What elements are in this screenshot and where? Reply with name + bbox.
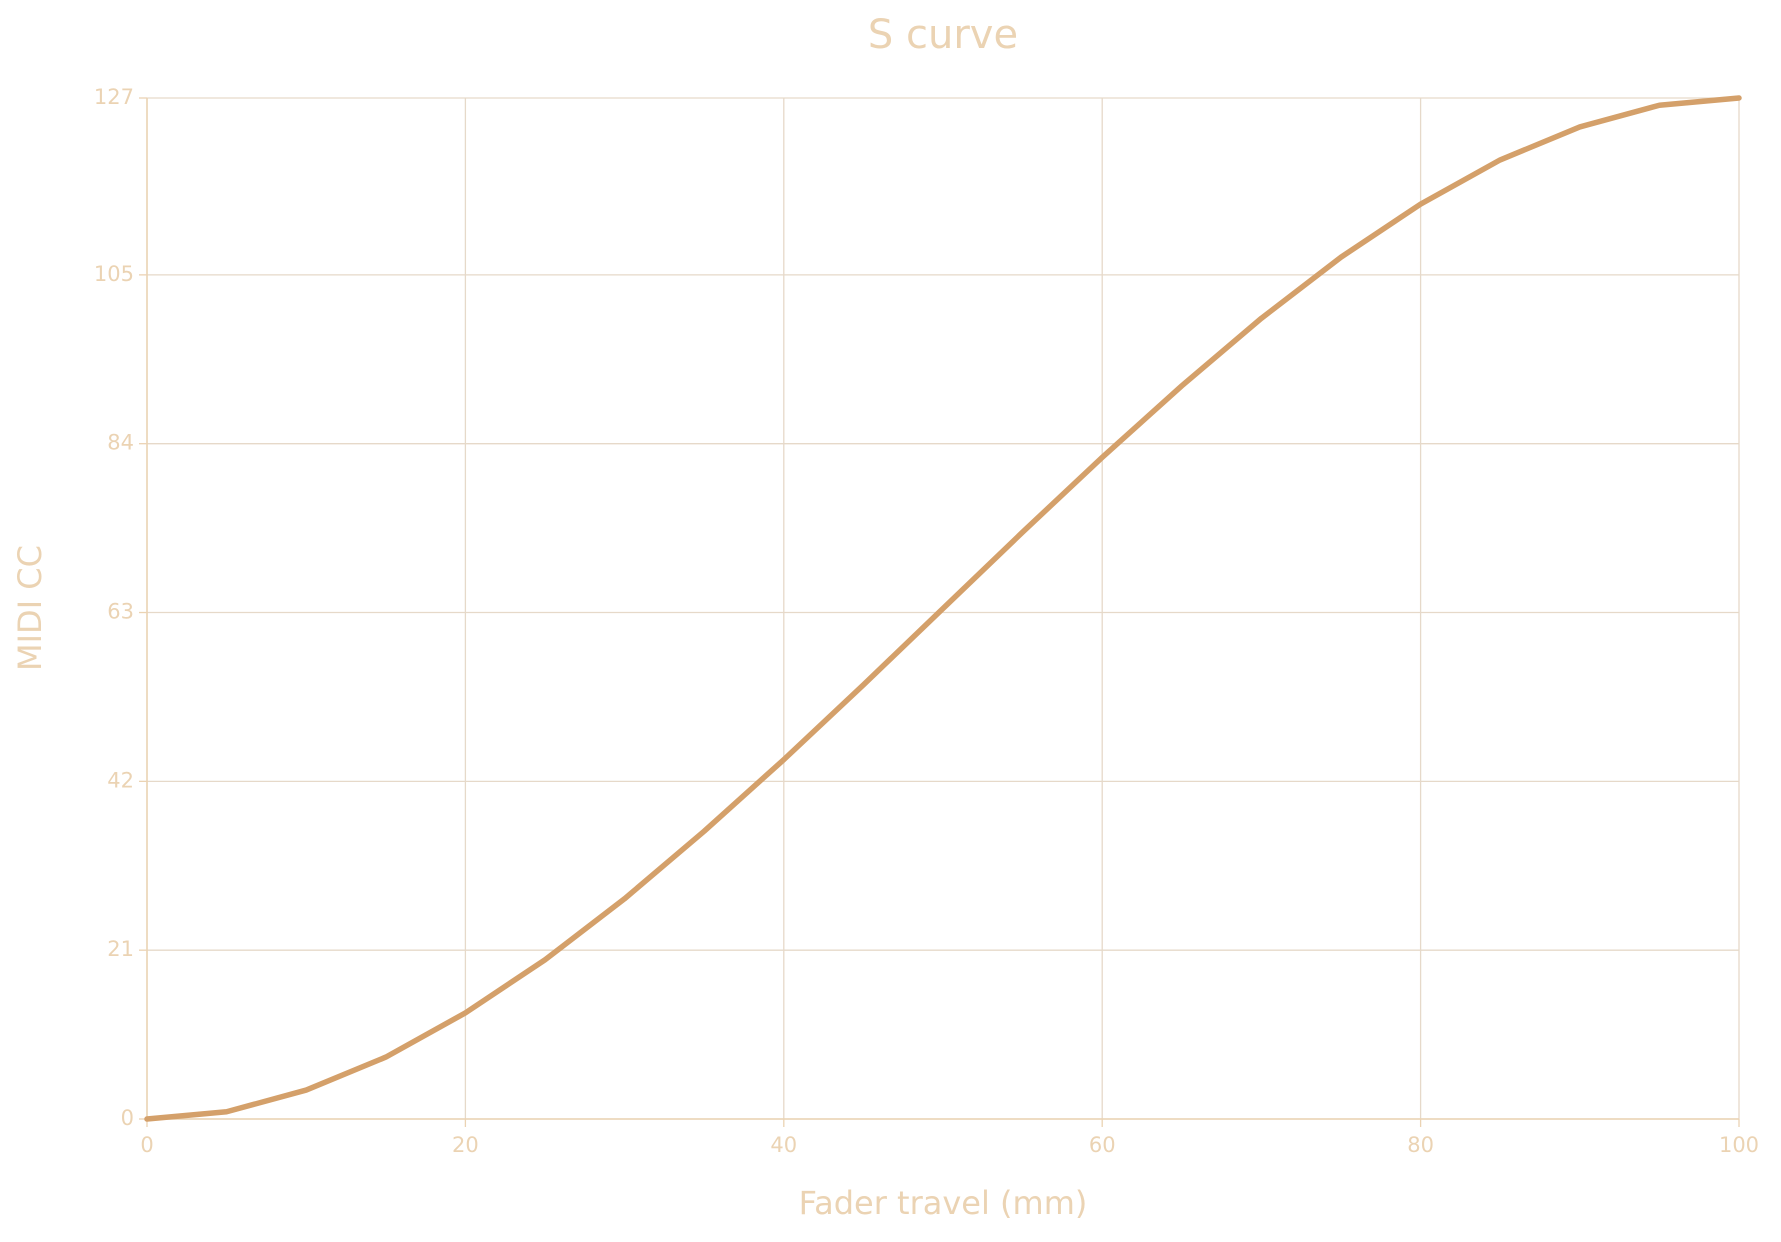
y-tick-label: 42 — [107, 768, 134, 792]
x-tick-label: 20 — [452, 1133, 479, 1157]
x-tick-label: 0 — [140, 1133, 153, 1157]
y-tick-label: 0 — [121, 1106, 134, 1130]
y-tick-label: 127 — [94, 85, 134, 109]
y-tick-label: 63 — [107, 600, 134, 624]
y-tick-label: 84 — [107, 431, 134, 455]
y-tick-label: 105 — [94, 262, 134, 286]
chart-title: S curve — [868, 12, 1018, 58]
y-axis-label: MIDI CC — [11, 545, 49, 671]
x-tick-label: 100 — [1719, 1133, 1759, 1157]
x-tick-label: 60 — [1089, 1133, 1116, 1157]
line-series — [144, 95, 1742, 1122]
y-tick-label: 21 — [107, 937, 134, 961]
x-axis-label: Fader travel (mm) — [799, 1184, 1088, 1222]
x-tick-label: 40 — [770, 1133, 797, 1157]
x-tick-label: 80 — [1407, 1133, 1434, 1157]
